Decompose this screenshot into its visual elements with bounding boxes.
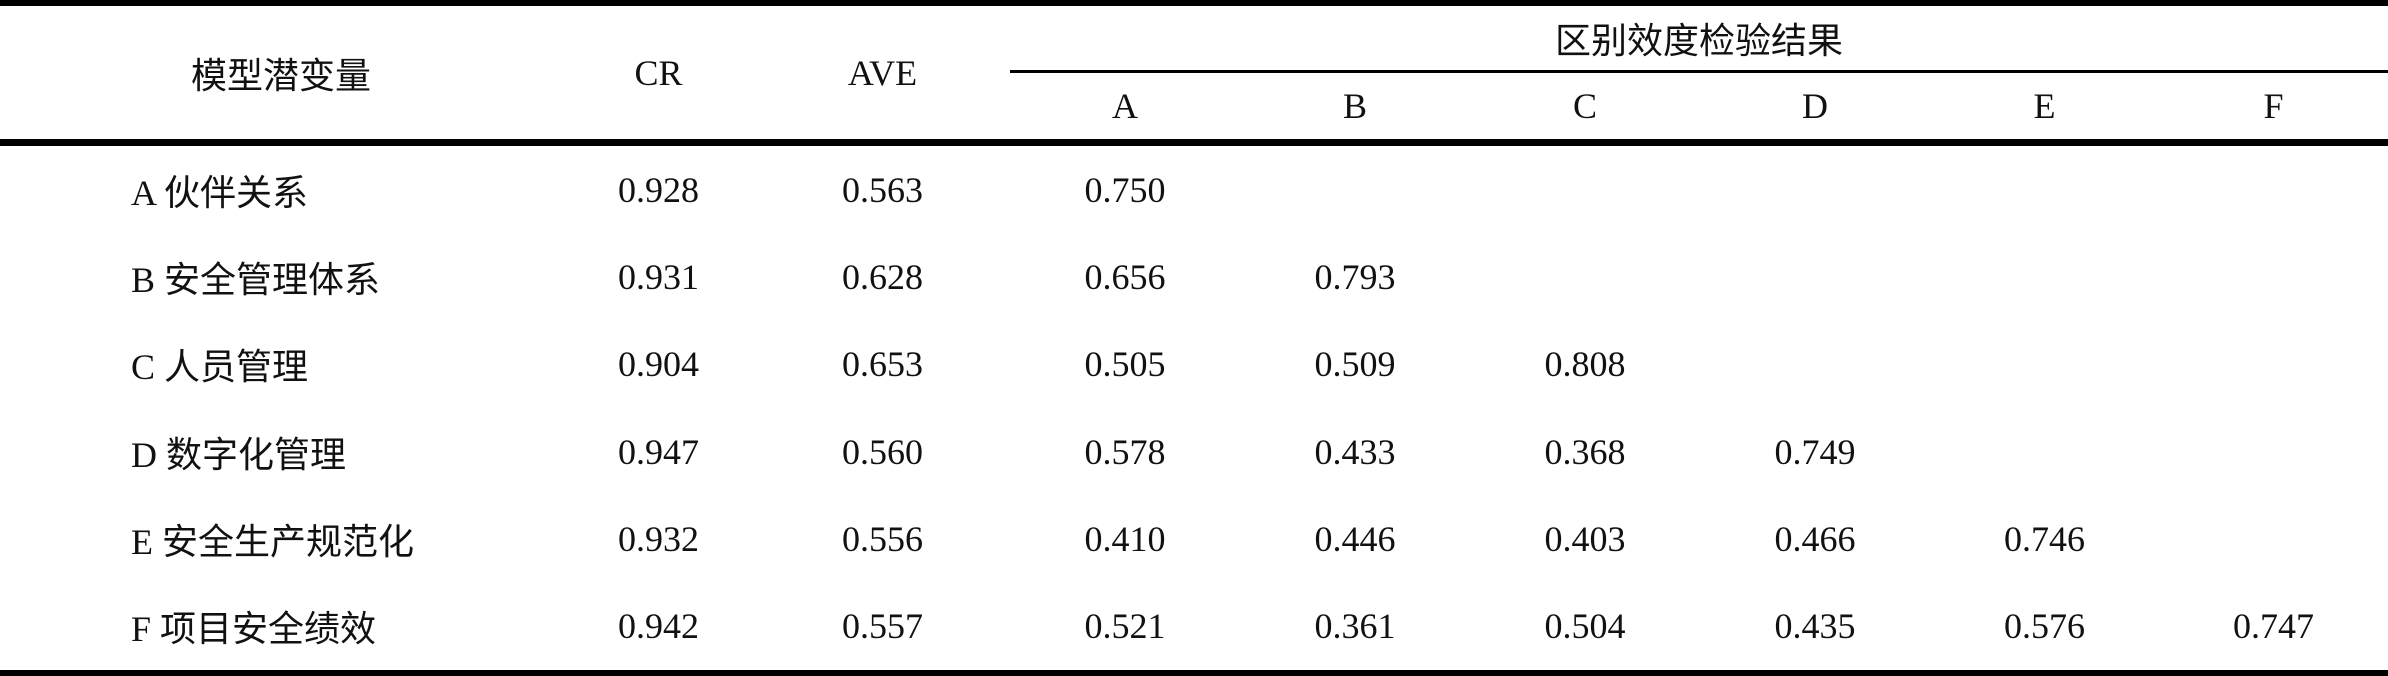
header-subcol-a: A bbox=[1010, 71, 1240, 146]
table-row: F 项目安全绩效 0.942 0.557 0.521 0.361 0.504 0… bbox=[0, 583, 2388, 673]
table-row: A 伙伴关系 0.928 0.563 0.750 bbox=[0, 143, 2388, 234]
cell-cr: 0.904 bbox=[618, 344, 699, 385]
cell-ave: 0.560 bbox=[842, 431, 923, 472]
table-row: B 安全管理体系 0.931 0.628 0.656 0.793 bbox=[0, 233, 2388, 320]
cell-cr: 0.947 bbox=[618, 431, 699, 472]
cell-d bbox=[1700, 321, 1930, 408]
cell-b: 0.446 bbox=[1314, 518, 1396, 559]
header-subcol-f: F bbox=[2159, 71, 2388, 146]
cell-f bbox=[2159, 495, 2388, 582]
header-cr: CR bbox=[562, 3, 755, 146]
cell-f bbox=[2159, 143, 2388, 234]
cell-f bbox=[2159, 233, 2388, 320]
cell-c: 0.403 bbox=[1544, 518, 1626, 559]
cell-c bbox=[1470, 233, 1700, 320]
cell-d: 0.435 bbox=[1774, 606, 1856, 647]
cell-row-label: B 安全管理体系 bbox=[131, 260, 381, 301]
table-header: 模型潜变量 CR AVE 区别效度检验结果 A B C D E F bbox=[0, 3, 2388, 146]
cell-b: 0.361 bbox=[1314, 606, 1396, 647]
cell-c bbox=[1470, 143, 1700, 234]
cell-f: 0.747 bbox=[2233, 606, 2314, 647]
header-subcol-e: E bbox=[1930, 71, 2159, 146]
cell-f bbox=[2159, 321, 2388, 408]
cell-e bbox=[1930, 143, 2159, 234]
header-row-sub: A B C D E F bbox=[0, 71, 2388, 146]
cell-d: 0.749 bbox=[1774, 431, 1856, 472]
cell-f bbox=[2159, 408, 2388, 495]
cell-row-label: A 伙伴关系 bbox=[131, 172, 309, 213]
header-row-main: 模型潜变量 CR AVE 区别效度检验结果 bbox=[0, 3, 2388, 146]
cell-e bbox=[1930, 233, 2159, 320]
cell-e bbox=[1930, 408, 2159, 495]
header-ave: AVE bbox=[755, 3, 1010, 146]
table-row: D 数字化管理 0.947 0.560 0.578 0.433 0.368 0.… bbox=[0, 408, 2388, 495]
cell-d: 0.466 bbox=[1774, 518, 1856, 559]
cell-cr: 0.942 bbox=[618, 606, 699, 647]
cell-ave: 0.563 bbox=[842, 169, 923, 210]
cell-a: 0.578 bbox=[1084, 431, 1166, 472]
cell-cr: 0.931 bbox=[618, 257, 699, 298]
header-subcol-b: B bbox=[1240, 71, 1470, 146]
header-latent-variable: 模型潜变量 bbox=[0, 3, 562, 146]
cell-row-label: E 安全生产规范化 bbox=[131, 521, 414, 562]
header-subcol-d: D bbox=[1700, 71, 1930, 146]
cell-a: 0.656 bbox=[1084, 257, 1166, 298]
cell-cr: 0.932 bbox=[618, 518, 699, 559]
cell-b bbox=[1240, 143, 1470, 234]
cell-ave: 0.653 bbox=[842, 344, 923, 385]
cell-ave: 0.628 bbox=[842, 257, 923, 298]
cell-e: 0.746 bbox=[2004, 518, 2085, 559]
cell-row-label: F 项目安全绩效 bbox=[131, 609, 377, 650]
header-discriminant-validity-span: 区别效度检验结果 bbox=[1010, 3, 2388, 73]
cell-b: 0.793 bbox=[1314, 257, 1396, 298]
cell-e: 0.576 bbox=[2004, 606, 2085, 647]
table-body: A 伙伴关系 0.928 0.563 0.750 B 安全管理体系 0.931 … bbox=[0, 143, 2388, 674]
cell-row-label: C 人员管理 bbox=[131, 347, 309, 388]
cell-ave: 0.557 bbox=[842, 606, 923, 647]
table-row: C 人员管理 0.904 0.653 0.505 0.509 0.808 bbox=[0, 321, 2388, 408]
cell-a: 0.750 bbox=[1084, 169, 1166, 210]
cell-d bbox=[1700, 233, 1930, 320]
cell-cr: 0.928 bbox=[618, 169, 699, 210]
cell-a: 0.505 bbox=[1084, 344, 1166, 385]
cell-a: 0.521 bbox=[1084, 606, 1166, 647]
cell-b: 0.509 bbox=[1314, 344, 1396, 385]
cell-b: 0.433 bbox=[1314, 431, 1396, 472]
cell-c: 0.504 bbox=[1544, 606, 1626, 647]
cell-a: 0.410 bbox=[1084, 518, 1166, 559]
cell-d bbox=[1700, 143, 1930, 234]
cell-c: 0.368 bbox=[1544, 431, 1626, 472]
cell-e bbox=[1930, 321, 2159, 408]
cell-row-label: D 数字化管理 bbox=[131, 434, 346, 475]
table-row: E 安全生产规范化 0.932 0.556 0.410 0.446 0.403 … bbox=[0, 495, 2388, 582]
cell-c: 0.808 bbox=[1544, 344, 1626, 385]
cell-ave: 0.556 bbox=[842, 518, 923, 559]
header-subcol-c: C bbox=[1470, 71, 1700, 146]
